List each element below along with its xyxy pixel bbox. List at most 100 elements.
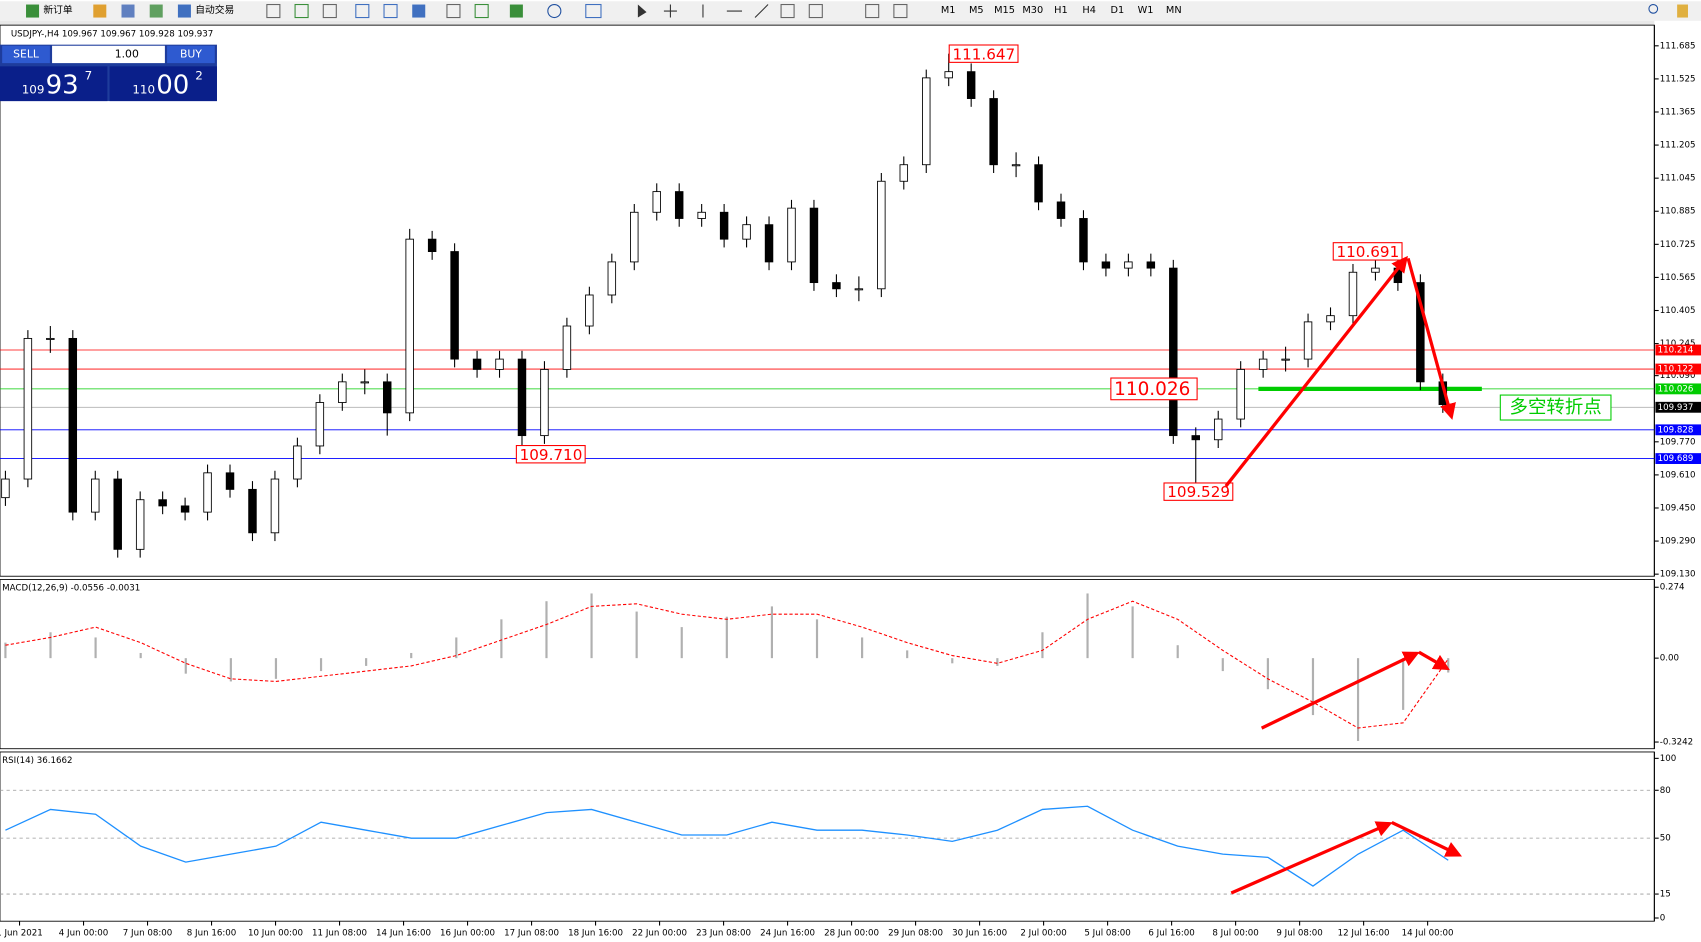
buy-price-box[interactable] [109,66,217,102]
y-tick-label: 110.405 [1660,306,1696,316]
timeframe[interactable]: M15 [994,5,1015,16]
x-tick-label: 11 Jun 08:00 [312,929,367,939]
candle [630,211,639,263]
timeframe[interactable]: H4 [1082,5,1096,16]
y-tick-label: 110.245 [1660,339,1696,349]
y-tick-label: 110.090 [1660,371,1696,381]
macd-bar [815,619,819,659]
candle [158,499,167,507]
signal-line [5,600,1449,729]
search[interactable] [1648,3,1659,14]
y-tick-label: 111.045 [1660,174,1696,184]
candle [1,478,10,499]
icon[interactable] [149,4,163,18]
candle [922,77,931,166]
annotation: 109.710 [520,446,583,464]
icon[interactable] [663,4,677,18]
macd-bar [1266,658,1269,690]
candle [517,358,527,437]
icon[interactable] [585,3,602,19]
candle [697,211,706,219]
lot[interactable]: 1.00 [115,47,139,60]
icon[interactable] [322,3,337,19]
macd-bar [1311,658,1315,716]
y-tick-label: 110.725 [1660,240,1696,250]
icon[interactable] [383,3,398,19]
buy-button[interactable] [167,45,215,64]
x-tick-label: 9 Jul 08:00 [1276,929,1322,939]
icon[interactable] [93,4,107,18]
macd-bar [1086,593,1089,659]
y-tick-label: 110.885 [1660,207,1696,217]
y-tick-label: 100 [1660,754,1677,764]
candle [787,207,796,263]
price-level-tag [1655,344,1701,356]
timeframe[interactable]: M30 [1022,5,1043,16]
buy-label[interactable]: BUY [180,47,202,60]
candle [1281,358,1290,361]
icon[interactable] [474,3,489,19]
candle [23,337,33,480]
icon[interactable] [1677,4,1688,18]
icon[interactable] [547,3,562,19]
y-tick-label: 111.685 [1660,41,1696,51]
macd-bar [1447,658,1450,673]
icon[interactable] [294,3,309,19]
timeframe[interactable]: H1 [1054,5,1068,16]
candle [338,381,347,403]
y-tick-label: 109.450 [1660,503,1696,513]
icon[interactable] [637,4,647,18]
icon[interactable] [702,4,769,18]
trend-arrow [1418,650,1450,671]
price-level-tag [1655,453,1701,464]
candle [832,282,841,290]
timeframe[interactable]: M1 [941,5,956,16]
candle [46,337,55,340]
sell-button[interactable] [2,45,50,64]
icon[interactable] [509,4,523,18]
timeframe[interactable]: M5 [969,5,984,16]
x-tick-label: 10 Jun 00:00 [248,929,303,939]
icon[interactable] [446,3,461,19]
icon[interactable] [121,4,135,18]
icon[interactable] [808,3,823,19]
new-order[interactable]: 新订单 [43,3,72,16]
y-tick-label: 109.290 [1660,537,1696,547]
timeframe[interactable]: W1 [1138,5,1154,16]
rsi-line [5,805,1449,887]
timeframe[interactable]: MN [1166,5,1182,16]
price-level-label: 110.026 [1658,384,1694,394]
macd-bar [1176,645,1179,659]
sell-price-box[interactable] [0,66,108,102]
icon[interactable] [893,3,908,19]
y-tick-label: 0.00 [1660,654,1679,664]
icon[interactable] [26,4,40,18]
icon[interactable] [412,4,426,18]
price-level-tag [1655,383,1701,395]
annotation-box [515,445,586,464]
arrows [1224,255,1463,895]
icon[interactable] [177,4,191,18]
x-tick-label: 24 Jun 16:00 [760,929,815,939]
candle [1101,261,1111,269]
y-tick-label: 80 [1660,786,1671,796]
icon[interactable] [780,3,795,19]
icon[interactable] [865,3,880,19]
candle [1124,261,1133,269]
macd-bar [410,652,413,659]
candle [944,71,953,79]
note-box [1499,394,1612,421]
lot-input[interactable] [52,45,165,64]
candle [1169,267,1178,437]
x-tick-label: 18 Jun 16:00 [568,929,623,939]
candle [91,478,100,513]
icon[interactable] [266,3,281,19]
y-tick-label: -0.3242 [1660,738,1693,748]
icon[interactable] [355,3,370,19]
x-tick-label: 16 Jun 00:00 [440,929,495,939]
auto-trade[interactable]: 自动交易 [195,3,234,16]
x-tick-label: 30 Jun 16:00 [952,929,1007,939]
sell-label[interactable]: SELL [13,47,39,60]
timeframe[interactable]: D1 [1111,5,1125,16]
candle [1079,218,1088,263]
